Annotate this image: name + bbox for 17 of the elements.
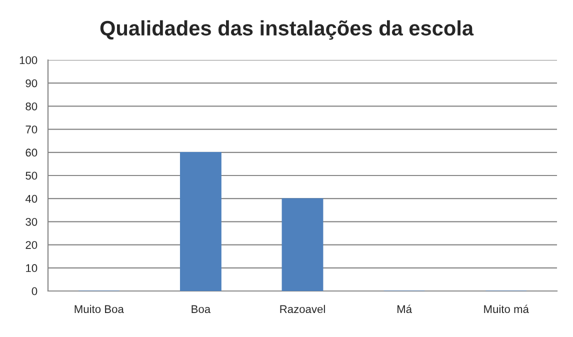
y-tick-label: 10 [26,264,38,272]
y-tick-label: 30 [26,218,38,226]
y-tick-label: 80 [26,102,38,110]
y-tick-label: 20 [26,241,38,249]
y-tick-label: 90 [26,79,38,88]
chart-title: Qualidades das instalações da escola [100,20,474,40]
y-tick-label: 40 [25,194,38,203]
y-tick-label: 70 [26,126,38,134]
y-tick-label: 50 [26,172,38,180]
y-tick-label: 60 [26,148,38,157]
x-tick-label: Boa [192,305,211,314]
y-tick-label: 100 [20,56,38,64]
x-tick-label: Muito má [484,304,529,314]
x-tick-label: Má [397,304,412,314]
x-tick-label: Razoavel [280,304,325,314]
x-tick-label: Muito Boa [74,304,124,314]
y-tick-label: 0 [32,287,38,296]
